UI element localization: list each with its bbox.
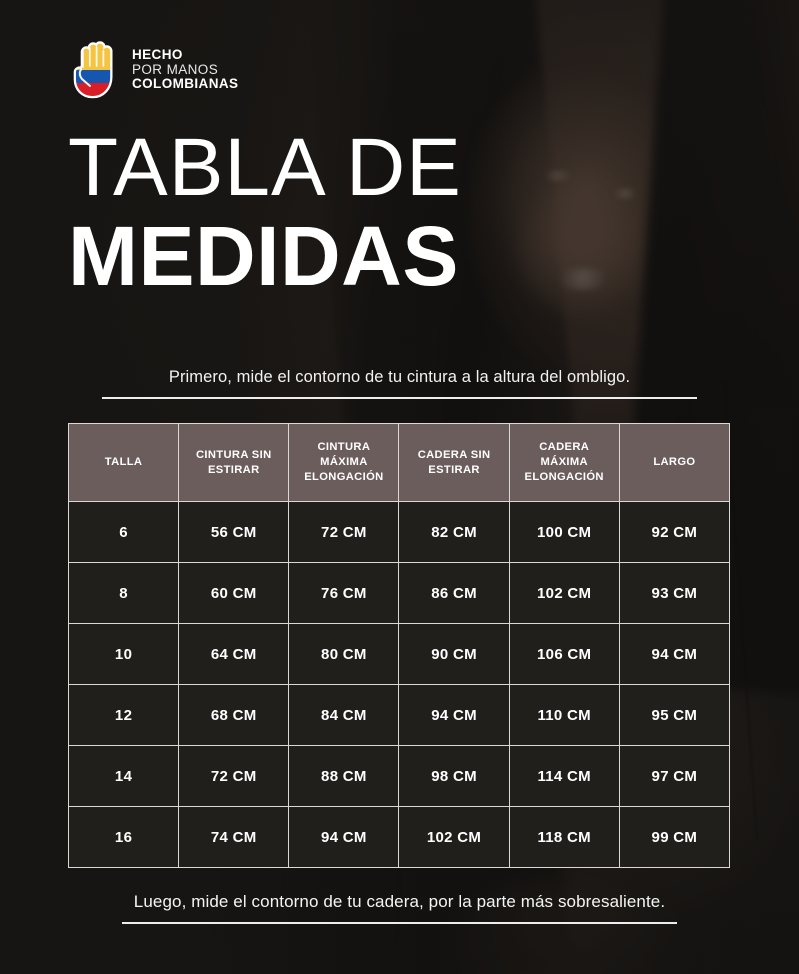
- column-header-largo: LARGO: [618, 423, 731, 502]
- brand-wordmark: HECHO POR MANOS COLOMBIANAS: [132, 48, 238, 92]
- brand-line-1: HECHO: [132, 47, 183, 63]
- table-header-row: TALLA CINTURA SIN ESTIRAR CINTURA MÁXIMA…: [67, 423, 731, 502]
- cell-value: 114 CM: [508, 745, 620, 807]
- title-line-2: MEDIDAS: [68, 209, 459, 304]
- cell-value: 94 CM: [618, 623, 731, 685]
- column-header-cadera-maxima-elongacion: CADERA MÁXIMA ELONGACIÓN: [508, 423, 620, 502]
- instruction-second: Luego, mide el contorno de tu cadera, po…: [0, 892, 799, 924]
- cell-value: 92 CM: [618, 501, 731, 563]
- cell-value: 95 CM: [618, 684, 731, 746]
- cell-value: 72 CM: [178, 745, 290, 807]
- cell-value: 88 CM: [288, 745, 400, 807]
- cell-value: 110 CM: [508, 684, 620, 746]
- divider-rule-bottom: [122, 922, 677, 924]
- cell-talla: 12: [67, 684, 180, 746]
- cell-value: 98 CM: [398, 745, 510, 807]
- cell-value: 82 CM: [398, 501, 510, 563]
- title-line-1: TABLA DE: [68, 122, 462, 213]
- table-row: 16 74 CM 94 CM 102 CM 118 CM 99 CM: [67, 806, 731, 868]
- cell-value: 56 CM: [178, 501, 290, 563]
- brand-line-3: COLOMBIANAS: [132, 76, 239, 92]
- cell-value: 93 CM: [618, 562, 731, 624]
- cell-value: 64 CM: [178, 623, 290, 685]
- cell-talla: 14: [67, 745, 180, 807]
- cell-talla: 8: [67, 562, 180, 624]
- table-row: 6 56 CM 72 CM 82 CM 100 CM 92 CM: [67, 501, 731, 563]
- cell-value: 118 CM: [508, 806, 620, 868]
- table-row: 10 64 CM 80 CM 90 CM 106 CM 94 CM: [67, 623, 731, 685]
- colombian-hand-icon: [68, 36, 120, 104]
- cell-value: 86 CM: [398, 562, 510, 624]
- instruction-first: Primero, mide el contorno de tu cintura …: [0, 368, 799, 399]
- cell-value: 100 CM: [508, 501, 620, 563]
- page-title: TABLA DE MEDIDAS: [68, 122, 462, 304]
- column-header-talla: TALLA: [67, 423, 180, 502]
- cell-talla: 16: [67, 806, 180, 868]
- instruction-first-text: Primero, mide el contorno de tu cintura …: [168, 368, 631, 386]
- cell-value: 102 CM: [398, 806, 510, 868]
- cell-value: 60 CM: [178, 562, 290, 624]
- cell-value: 90 CM: [398, 623, 510, 685]
- column-header-cadera-sin-estirar: CADERA SIN ESTIRAR: [398, 423, 510, 502]
- cell-value: 99 CM: [618, 806, 731, 868]
- divider-rule-top: [102, 397, 697, 399]
- table-row: 12 68 CM 84 CM 94 CM 110 CM 95 CM: [67, 684, 731, 746]
- cell-value: 94 CM: [398, 684, 510, 746]
- column-header-cintura-sin-estirar: CINTURA SIN ESTIRAR: [178, 423, 290, 502]
- cell-value: 72 CM: [288, 501, 400, 563]
- cell-talla: 6: [67, 501, 180, 563]
- cell-value: 68 CM: [178, 684, 290, 746]
- table-row: 8 60 CM 76 CM 86 CM 102 CM 93 CM: [67, 562, 731, 624]
- measurements-table: TALLA CINTURA SIN ESTIRAR CINTURA MÁXIMA…: [67, 423, 731, 868]
- table-row: 14 72 CM 88 CM 98 CM 114 CM 97 CM: [67, 745, 731, 807]
- cell-talla: 10: [67, 623, 180, 685]
- cell-value: 84 CM: [288, 684, 400, 746]
- brand-line-2: POR MANOS: [132, 61, 219, 77]
- cell-value: 97 CM: [618, 745, 731, 807]
- brand-logo: HECHO POR MANOS COLOMBIANAS: [68, 36, 238, 104]
- cell-value: 80 CM: [288, 623, 400, 685]
- column-header-cintura-maxima-elongacion: CINTURA MÁXIMA ELONGACIÓN: [288, 423, 400, 502]
- cell-value: 106 CM: [508, 623, 620, 685]
- cell-value: 74 CM: [178, 806, 290, 868]
- cell-value: 94 CM: [288, 806, 400, 868]
- cell-value: 76 CM: [288, 562, 400, 624]
- cell-value: 102 CM: [508, 562, 620, 624]
- instruction-second-text: Luego, mide el contorno de tu cadera, po…: [133, 892, 666, 911]
